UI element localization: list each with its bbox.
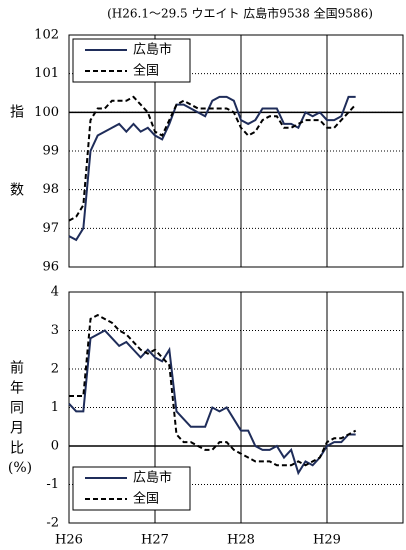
y-tick-label: 98 (42, 182, 59, 197)
legend-label: 広島市 (133, 470, 172, 486)
y-tick-label: 100 (34, 105, 59, 120)
x-tick-label: H29 (313, 533, 341, 548)
y-tick-label: 0 (51, 439, 59, 454)
y-tick-label: 101 (34, 66, 59, 81)
y-tick-label: 102 (34, 28, 59, 43)
legend-label: 広島市 (133, 42, 172, 58)
data-line (68, 95, 357, 222)
y-tick-label: -2 (46, 516, 59, 531)
y-tick-label: 4 (51, 285, 59, 300)
y-tick-label: 3 (51, 323, 59, 338)
data-line (69, 313, 357, 467)
legend-box (72, 38, 191, 83)
x-tick-label: H26 (55, 533, 83, 548)
legend-label: 全国 (133, 63, 159, 79)
y-tick-label: 96 (42, 260, 59, 275)
data-line (68, 95, 356, 242)
y-axis-label: 前年同月比 (8, 359, 24, 460)
chart-title: (H26.1～29.5 ウエイト 広島市9538 全国9586) (107, 6, 373, 21)
legend-box (72, 466, 191, 511)
y-axis-unit: (%) (8, 460, 32, 476)
x-tick-label: H28 (227, 533, 255, 548)
x-tick-label: H27 (141, 533, 169, 548)
y-tick-label: 2 (51, 362, 59, 377)
y-axis-label: 指数 (8, 104, 24, 260)
y-tick-label: -1 (46, 477, 59, 492)
legend-label: 全国 (133, 491, 159, 507)
y-tick-label: 1 (51, 400, 59, 415)
y-tick-label: 99 (42, 144, 59, 159)
data-line (68, 329, 356, 476)
y-tick-label: 97 (42, 221, 59, 236)
